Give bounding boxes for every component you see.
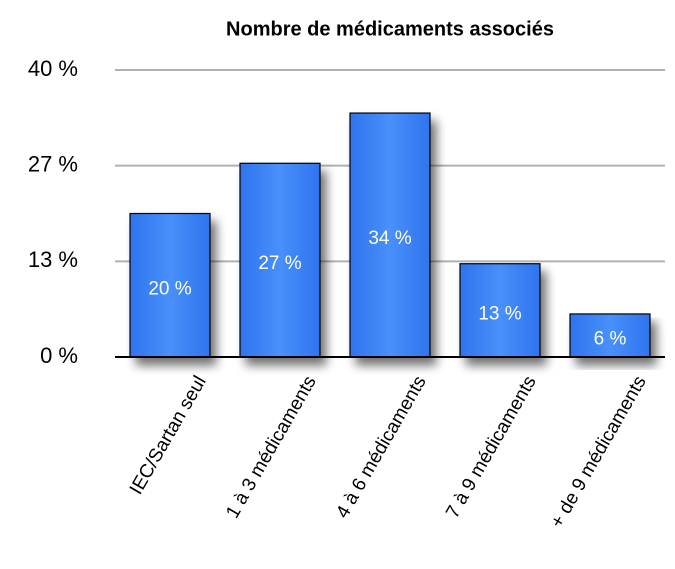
bar bbox=[129, 212, 211, 358]
x-tick-label: 4 à 6 médicaments bbox=[332, 373, 430, 523]
x-tick-label: + de 9 médicaments bbox=[547, 373, 651, 532]
x-tick-label: 1 à 3 médicaments bbox=[222, 373, 320, 523]
value-label: 34 % bbox=[368, 228, 411, 249]
value-label: 27 % bbox=[258, 253, 301, 274]
chart-title: Nombre de médicaments associés bbox=[226, 18, 554, 40]
y-tick-label: 40 % bbox=[28, 56, 78, 81]
value-label: 13 % bbox=[478, 303, 521, 324]
bar bbox=[349, 112, 431, 358]
y-tick-label: 0 % bbox=[40, 343, 78, 368]
value-label: 6 % bbox=[594, 328, 627, 349]
x-tick-label: 7 à 9 médicaments bbox=[442, 373, 540, 523]
x-tick-label: IEC/Sartan seul bbox=[126, 373, 211, 499]
value-label: 20 % bbox=[148, 278, 191, 299]
y-tick-label: 13 % bbox=[28, 247, 78, 272]
y-tick-label: 27 % bbox=[28, 151, 78, 176]
bar bbox=[239, 162, 321, 358]
